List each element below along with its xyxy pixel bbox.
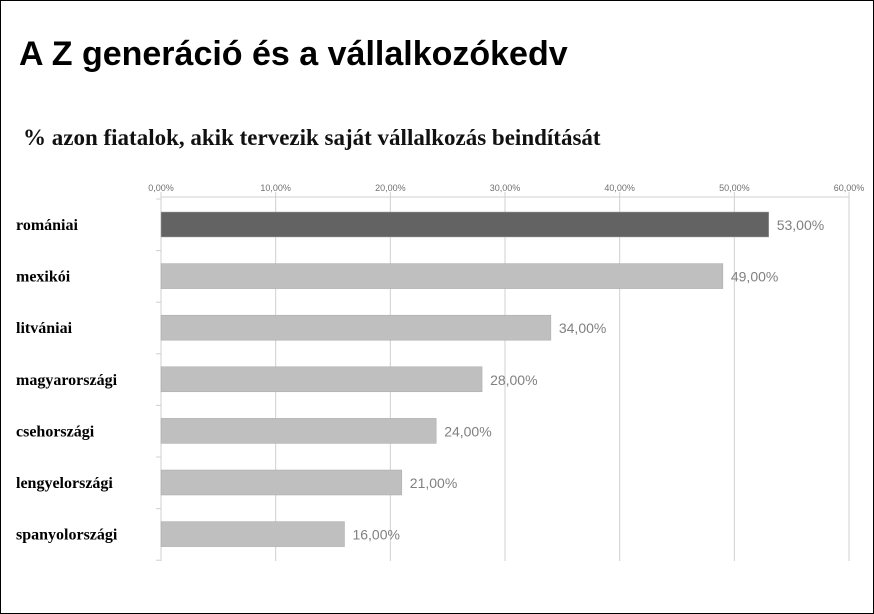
category-label: romániai	[16, 217, 78, 234]
chart-title: A Z generáció és a vállalkozókedv	[19, 35, 568, 73]
category-label: mexikói	[16, 269, 71, 286]
bar	[160, 263, 724, 289]
value-label: 21,00%	[410, 475, 457, 491]
category-label: spanyolországi	[16, 527, 118, 544]
value-label: 16,00%	[352, 527, 399, 543]
bar	[160, 469, 403, 496]
bar	[160, 418, 437, 444]
bar	[160, 521, 345, 547]
x-tick-label: 30,00%	[490, 183, 521, 193]
value-label: 49,00%	[731, 269, 778, 285]
x-tick-label: 50,00%	[719, 183, 750, 193]
bar	[160, 366, 483, 393]
x-tick-label: 0,00%	[148, 183, 174, 193]
category-label: csehországi	[16, 423, 95, 440]
x-tick-label: 20,00%	[375, 183, 406, 193]
category-label: litvániai	[16, 320, 73, 337]
value-label: 24,00%	[444, 423, 491, 439]
bar	[160, 314, 552, 341]
value-label: 34,00%	[559, 320, 606, 336]
x-tick-label: 40,00%	[604, 183, 635, 193]
category-label: magyarországi	[16, 372, 118, 389]
x-tick-label: 60,00%	[834, 183, 865, 193]
bar	[160, 211, 769, 238]
chart-subtitle: % azon fiatalok, akik tervezik saját vál…	[23, 125, 601, 150]
value-label: 28,00%	[490, 372, 537, 388]
category-label: lengyelországi	[16, 475, 113, 492]
x-tick-label: 10,00%	[260, 183, 291, 193]
value-label: 53,00%	[777, 217, 824, 233]
